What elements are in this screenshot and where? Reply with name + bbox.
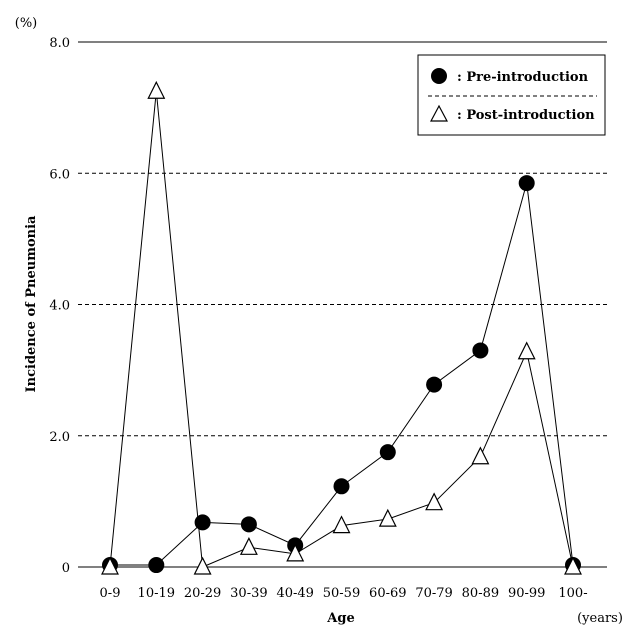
y-axis-title: Incidence of Pneumonia	[24, 215, 39, 392]
point-pre-introduction	[379, 444, 396, 461]
legend-marker-post-introduction	[430, 104, 448, 122]
y-tick-labels: 0 2.0 4.0 6.0 8.0	[49, 36, 70, 576]
x-tick-label: 0-9	[100, 586, 121, 601]
point-post-introduction	[147, 80, 166, 99]
x-tick-label: 10-19	[138, 586, 175, 601]
point-pre-introduction	[472, 342, 489, 359]
legend-label-pre-introduction: : Pre-introduction	[457, 70, 589, 85]
legend-box	[417, 54, 606, 136]
x-tick-label: 20-29	[184, 586, 221, 601]
point-post-introduction	[378, 508, 397, 527]
point-post-introduction	[286, 543, 305, 562]
point-post-introduction	[332, 515, 351, 534]
x-tick-label: 80-89	[462, 586, 499, 601]
y-unit-label: (%)	[15, 16, 38, 31]
x-unit-label: (years)	[577, 611, 623, 625]
grid-lines	[78, 41, 607, 437]
series-line-pre-introduction	[110, 182, 574, 566]
x-tick-label: 60-69	[369, 586, 406, 601]
point-post-introduction	[517, 341, 536, 360]
legend-label-post-introduction: : Post-introduction	[457, 108, 595, 123]
y-tick-label: 4.0	[49, 299, 70, 314]
x-tick-label: 100-	[558, 586, 587, 601]
x-tick-label: 50-59	[323, 586, 360, 601]
y-tick-label: 6.0	[49, 167, 70, 182]
point-post-introduction	[564, 556, 582, 575]
point-pre-introduction	[194, 514, 211, 531]
point-pre-introduction	[426, 376, 443, 393]
point-post-introduction	[101, 556, 119, 575]
legend: : Pre-introduction : Post-introduction	[417, 54, 606, 136]
data-series	[101, 80, 582, 575]
legend-marker-pre-introduction	[431, 68, 447, 84]
x-tick-labels: 0-9 10-19 20-29 30-39 40-49 50-59 60-69 70-79 80…	[100, 586, 588, 601]
y-tick-label: 0	[62, 561, 70, 576]
point-pre-introduction	[518, 175, 535, 192]
y-tick-label: 8.0	[49, 36, 70, 51]
x-tick-label: 40-49	[276, 586, 313, 601]
point-post-introduction	[471, 446, 490, 465]
point-pre-introduction	[240, 516, 257, 533]
y-tick-label: 2.0	[49, 430, 70, 445]
x-axis-title: Age	[326, 611, 354, 625]
x-tick-label: 30-39	[230, 586, 267, 601]
x-tick-label: 90-99	[508, 586, 545, 601]
x-tick-label: 70-79	[415, 586, 452, 601]
point-pre-introduction	[148, 557, 165, 574]
point-post-introduction	[425, 492, 444, 511]
point-post-introduction	[239, 536, 258, 555]
series-line-post-introduction	[109, 91, 574, 568]
point-pre-introduction	[333, 478, 350, 495]
point-post-introduction	[193, 556, 212, 575]
